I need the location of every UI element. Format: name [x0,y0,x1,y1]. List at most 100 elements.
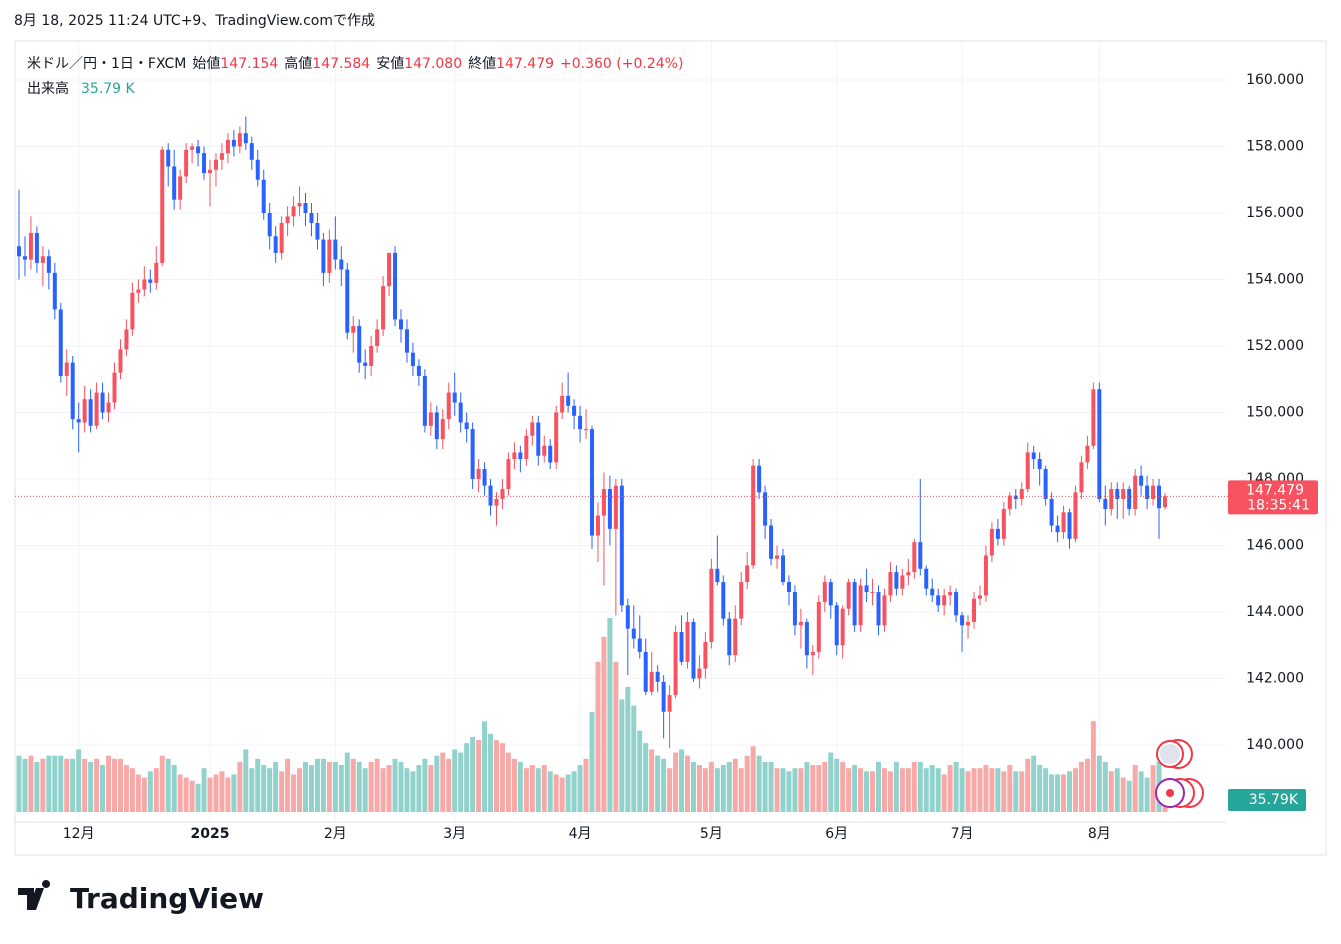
candle-body [142,279,147,290]
volume-bar [88,761,94,812]
volume-bar [732,758,738,812]
candle-body [930,588,935,596]
last-price-box [1228,480,1318,515]
candle-body [948,592,953,596]
volume-bar [834,758,840,812]
volume-bar [183,777,189,812]
volume-bar [249,768,255,812]
volume-bar [816,765,822,812]
candle-body [864,585,869,593]
candle-body [595,515,600,536]
candle-body [488,485,493,506]
candle-body [88,399,93,426]
grid [15,41,1226,822]
candle-body [500,488,505,499]
candle-body [130,292,135,330]
candle-body [733,618,738,656]
volume-bar [34,761,40,812]
candle-body [775,555,780,559]
candle-body [34,232,39,263]
volume-bar [58,755,64,812]
volume-bar [129,768,135,812]
volume-title: 出来高 [27,80,69,97]
volume-header: 出来高 35.79 K [27,80,136,97]
candle-body [655,671,660,682]
countdown: 18:35:41 [1247,497,1310,513]
field-value: 147.154 [220,56,278,72]
volume-bar [804,761,810,812]
candle-body [249,143,254,160]
volume-bar [738,768,744,812]
volume-bar [571,771,577,812]
volume-bar [547,771,553,812]
candle-body [369,346,374,366]
volume-bar [165,758,171,812]
field-value: 147.584 [312,56,370,72]
field-label: 終値 [468,56,496,72]
candle-body [178,176,183,200]
candle-body [458,402,463,423]
candle-body [482,469,487,486]
volume-bar [607,618,613,812]
candle-body [196,146,201,154]
candle-body [82,399,87,423]
volume-bar [123,765,129,812]
volume-bar [207,777,213,812]
x-tick-label: 5月 [700,826,723,842]
volume-bar [625,686,631,812]
volume-bar [941,774,947,812]
volume-bar [679,749,685,812]
candle-body [954,592,959,616]
candle-body [703,641,708,669]
candle-body [416,365,421,376]
volume-bar [100,765,106,812]
volume-bar [876,761,881,812]
candle-body [876,592,881,626]
volume-bar [16,755,22,812]
change: +0.360 (+0.24%) [560,56,683,72]
volume-bar [846,768,852,812]
volume-bar [923,768,929,812]
volume-bar [1090,721,1096,812]
candle-body [942,595,947,606]
candle-body [966,621,971,626]
candle-body [918,542,923,569]
candle-body [112,372,117,403]
candle-body [1127,488,1132,509]
volume-bar [1108,771,1114,812]
volume-bar [147,771,153,812]
volume-bar [613,661,619,812]
volume-bar [995,768,1001,812]
candle-body [828,582,833,606]
volume-bar [852,765,858,812]
volume-bar [535,768,541,812]
volume-bar [685,755,690,812]
candle-body [769,525,774,559]
y-tick-label: 160.000 [1246,72,1304,88]
candle-body [840,608,845,646]
candle-body [1115,488,1120,499]
candle-body [285,216,290,223]
candle-body [76,419,81,423]
volume-bar [1114,768,1120,812]
volume-bar [929,765,935,812]
volume-bar [1067,771,1072,812]
volume-bar [356,761,362,812]
candle-body [440,419,445,440]
volume-bar [702,768,708,812]
candle-body [888,572,893,596]
volume-bar [398,761,404,812]
candle-body [357,326,362,363]
volume-bar [428,765,434,812]
volume-bar [696,765,702,812]
volume-bar [350,758,356,812]
candle-body [118,349,123,373]
volume [16,618,1168,812]
volume-bar [404,768,410,812]
candle-body [428,412,433,426]
candle-body [757,465,762,493]
volume-bar [720,765,726,812]
volume-bar [864,771,870,812]
candle-body [810,651,815,656]
candle-body [1121,488,1126,499]
